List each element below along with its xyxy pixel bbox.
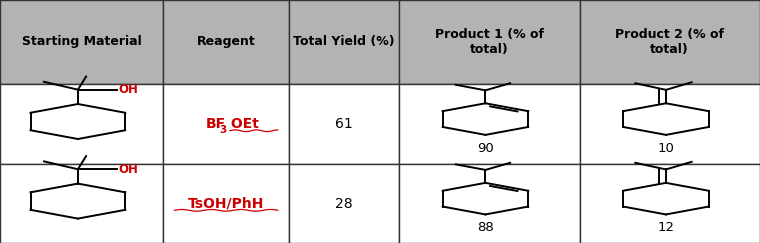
Bar [163, 84, 289, 164]
Bar [163, 0, 289, 84]
Text: Product 1 (% of
total): Product 1 (% of total) [435, 28, 543, 56]
Bar [289, 84, 399, 164]
Bar [579, 84, 760, 164]
Text: OH: OH [118, 163, 138, 176]
Text: 3: 3 [219, 125, 226, 135]
Text: TsOH/PhH: TsOH/PhH [188, 197, 264, 210]
Text: Total Yield (%): Total Yield (%) [293, 35, 394, 48]
Bar [163, 164, 289, 243]
Bar [399, 84, 579, 164]
Text: OH: OH [118, 83, 138, 96]
Text: BF: BF [206, 117, 226, 131]
Text: 61: 61 [335, 117, 353, 131]
Text: 12: 12 [657, 221, 674, 234]
Bar [579, 164, 760, 243]
Bar [0, 0, 163, 84]
Bar [579, 0, 760, 84]
Bar [289, 164, 399, 243]
Bar [0, 84, 163, 164]
Text: 88: 88 [477, 221, 494, 234]
Text: Product 2 (% of
total): Product 2 (% of total) [616, 28, 724, 56]
Text: OEt: OEt [226, 117, 259, 131]
Text: 90: 90 [477, 142, 494, 155]
Bar [399, 0, 579, 84]
Text: 28: 28 [335, 197, 353, 210]
Text: Starting Material: Starting Material [22, 35, 141, 48]
Text: Reagent: Reagent [197, 35, 255, 48]
Bar [289, 0, 399, 84]
Bar [399, 164, 579, 243]
Text: 10: 10 [657, 142, 674, 155]
Bar [0, 164, 163, 243]
